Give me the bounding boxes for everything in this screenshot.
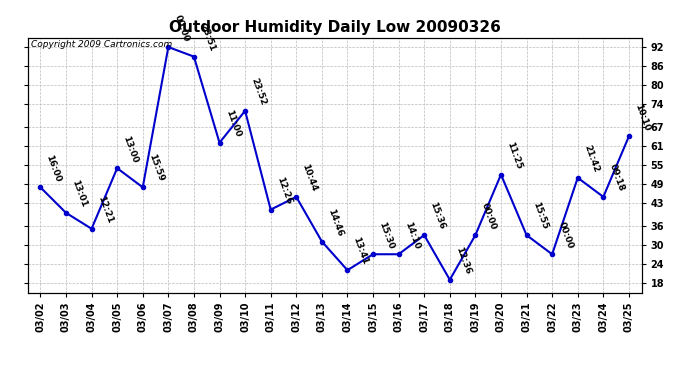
Text: 11:25: 11:25 [505, 140, 524, 170]
Text: 13:41: 13:41 [352, 236, 370, 266]
Text: 21:42: 21:42 [582, 144, 600, 174]
Text: 15:59: 15:59 [147, 153, 165, 183]
Text: Copyright 2009 Cartronics.com: Copyright 2009 Cartronics.com [30, 40, 172, 49]
Text: 00:00: 00:00 [172, 13, 190, 43]
Text: 10:10: 10:10 [633, 102, 651, 132]
Text: 13:01: 13:01 [70, 179, 88, 209]
Text: 10:44: 10:44 [300, 163, 319, 193]
Text: 13:00: 13:00 [121, 134, 139, 164]
Text: 15:30: 15:30 [377, 220, 395, 250]
Text: 16:00: 16:00 [45, 153, 63, 183]
Text: 23:52: 23:52 [249, 76, 268, 106]
Text: 23:51: 23:51 [198, 22, 217, 53]
Text: 14:46: 14:46 [326, 207, 344, 237]
Text: 11:00: 11:00 [224, 109, 241, 138]
Text: 12:36: 12:36 [454, 246, 472, 276]
Text: 15:36: 15:36 [428, 201, 446, 231]
Title: Outdoor Humidity Daily Low 20090326: Outdoor Humidity Daily Low 20090326 [169, 20, 500, 35]
Text: 09:18: 09:18 [607, 163, 626, 193]
Text: 12:26: 12:26 [275, 176, 293, 206]
Text: 15:55: 15:55 [531, 201, 549, 231]
Text: 00:00: 00:00 [480, 201, 497, 231]
Text: 00:00: 00:00 [556, 220, 574, 250]
Text: 14:10: 14:10 [403, 220, 421, 250]
Text: 12:21: 12:21 [96, 195, 114, 225]
